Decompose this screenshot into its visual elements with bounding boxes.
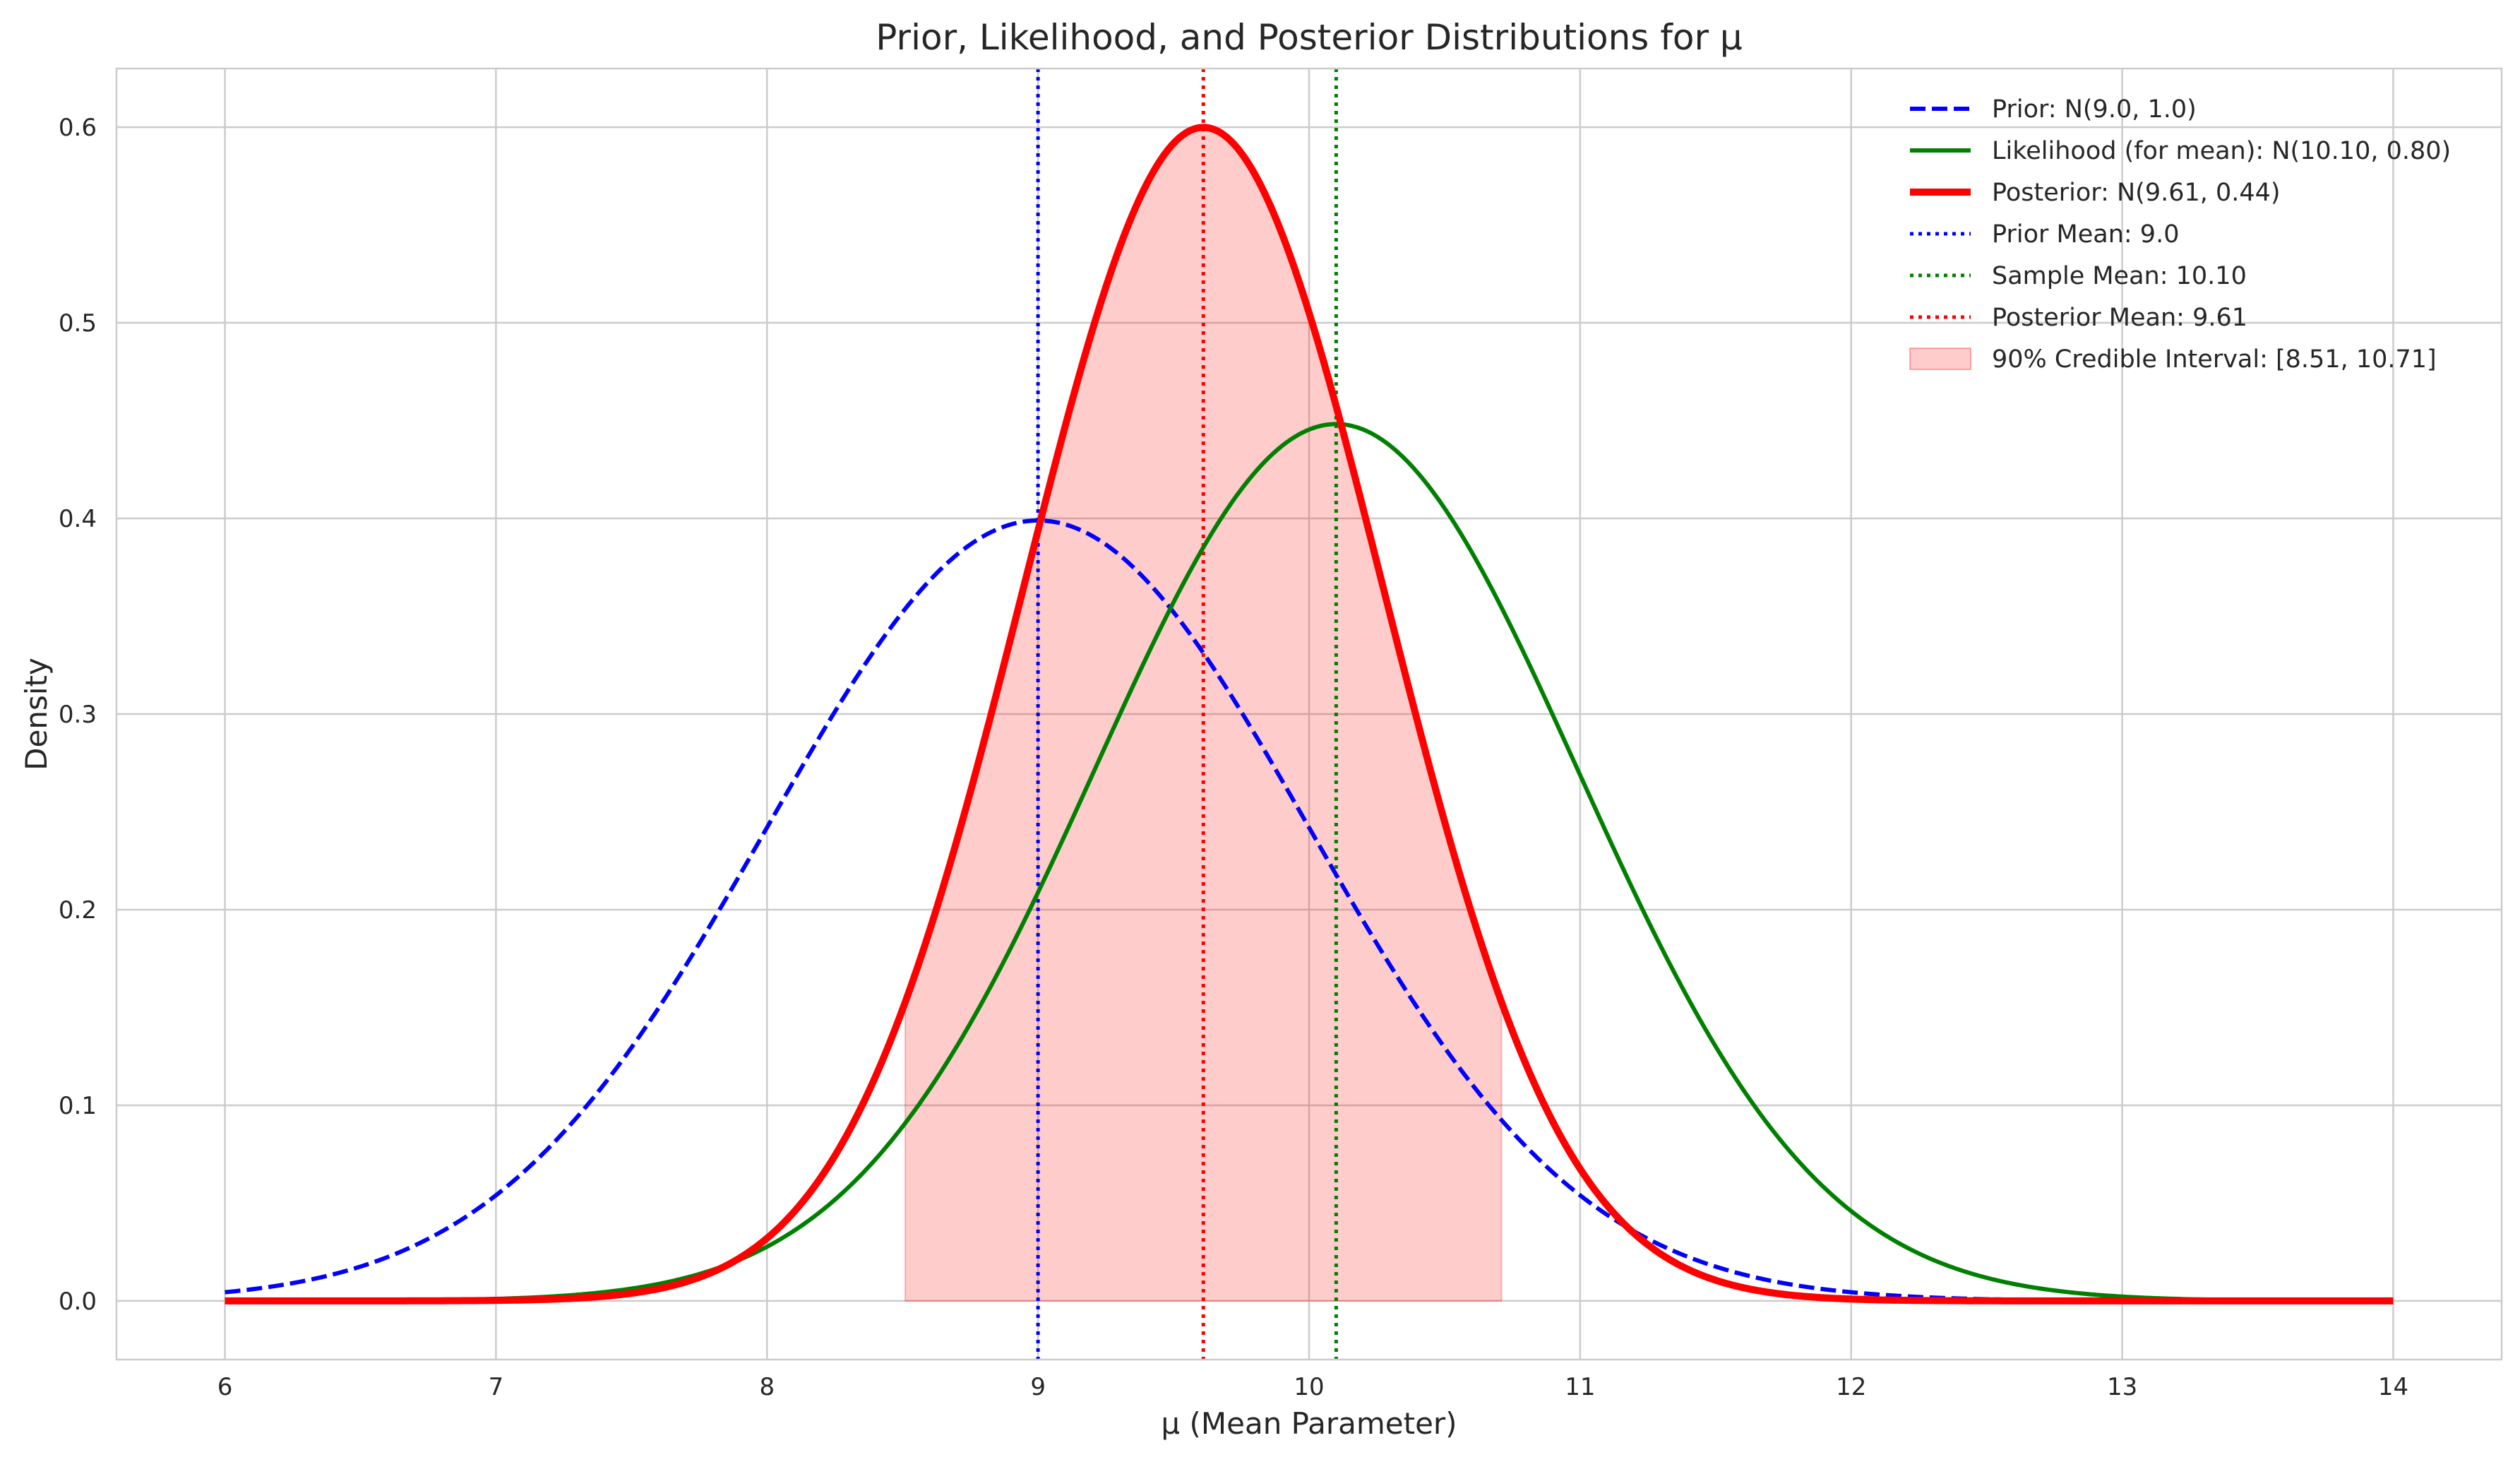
legend-item-90-credible-interval: 90% Credible Interval: [8.51, 10.71] — [1909, 345, 2437, 374]
x-tick-label: 12 — [1836, 1373, 1866, 1401]
legend-item-posterior-mean: Posterior Mean: 9.61 — [1910, 304, 2247, 332]
legend-item-posterior: Posterior: N(9.61, 0.44) — [1910, 179, 2281, 207]
x-axis-label: μ (Mean Parameter) — [1161, 1406, 1457, 1441]
legend-swatch — [1909, 347, 1971, 370]
legend-item-sample-mean: Sample Mean: 10.10 — [1910, 262, 2247, 290]
x-tick-label: 13 — [2107, 1373, 2137, 1401]
x-tick-label: 9 — [1030, 1373, 1046, 1401]
y-tick-label: 0.0 — [59, 1288, 97, 1316]
x-tick-label: 11 — [1565, 1373, 1595, 1401]
x-tick-label: 14 — [2378, 1373, 2408, 1401]
y-axis-label: Density — [19, 658, 54, 771]
curves-layer — [225, 124, 2394, 1304]
posterior-curve — [225, 124, 2394, 1304]
legend-item-prior-mean: Prior Mean: 9.0 — [1910, 220, 2179, 249]
likelihood-for-mean-curve — [225, 422, 2394, 1303]
x-tick-label: 6 — [217, 1373, 233, 1401]
x-axis-ticks: 6 7 8 9 10 11 12 13 14 — [217, 1373, 2408, 1401]
legend-item-likelihood-for-mean: Likelihood (for mean): N(10.10, 0.80) — [1910, 137, 2451, 165]
y-tick-label: 0.5 — [59, 309, 97, 338]
mean-lines-layer — [1036, 69, 1338, 1360]
x-tick-label: 8 — [759, 1373, 775, 1401]
legend-label: Posterior Mean: 9.61 — [1992, 304, 2247, 332]
y-tick-label: 0.6 — [59, 114, 97, 142]
y-tick-label: 0.4 — [59, 505, 97, 533]
y-tick-label: 0.1 — [59, 1092, 97, 1120]
legend-label: Sample Mean: 10.10 — [1992, 262, 2247, 290]
legend: Prior: N(9.0, 1.0) Likelihood (for mean):… — [1909, 95, 2451, 374]
x-tick-label: 7 — [489, 1373, 504, 1401]
y-tick-label: 0.2 — [59, 896, 97, 925]
legend-label: 90% Credible Interval: [8.51, 10.71] — [1992, 345, 2437, 374]
y-tick-label: 0.3 — [59, 701, 97, 729]
legend-label: Likelihood (for mean): N(10.10, 0.80) — [1992, 137, 2451, 165]
legend-label: Prior Mean: 9.0 — [1992, 220, 2179, 249]
chart-title: Prior, Likelihood, and Posterior Distrib… — [876, 17, 1742, 58]
plot-frame — [115, 67, 2503, 1361]
legend-label: Prior: N(9.0, 1.0) — [1992, 95, 2197, 124]
x-tick-label: 10 — [1294, 1373, 1324, 1401]
legend-item-prior: Prior: N(9.0, 1.0) — [1910, 95, 2197, 124]
y-axis-ticks: 0.0 0.1 0.2 0.3 0.4 0.5 0.6 — [59, 114, 97, 1316]
legend-label: Posterior: N(9.61, 0.44) — [1992, 179, 2281, 207]
